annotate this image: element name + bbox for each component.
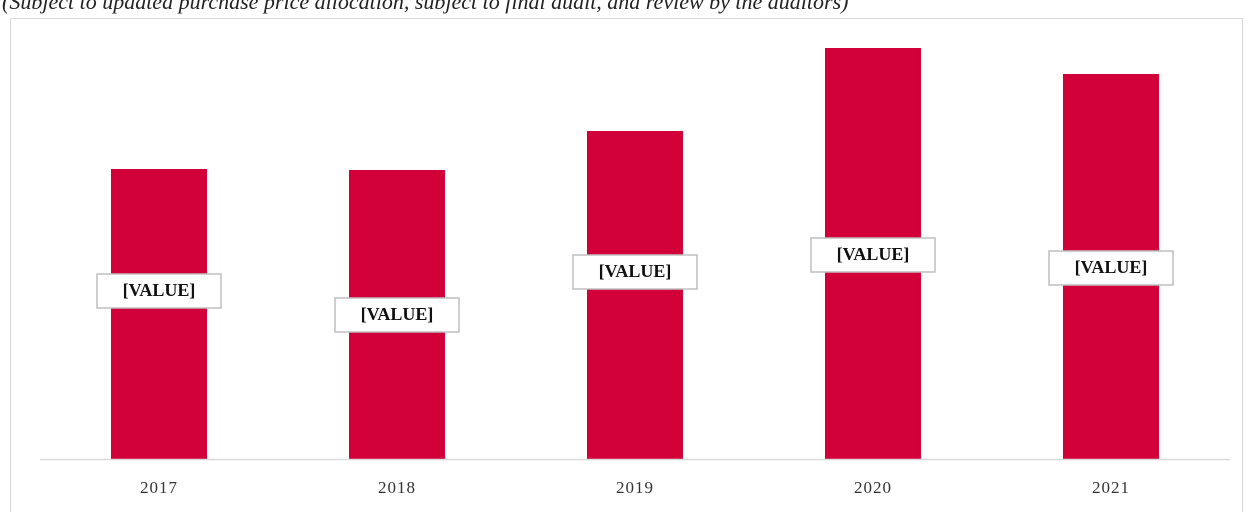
chart-title: (Subject to updated purchase price alloc… xyxy=(2,0,848,14)
value-label: [VALUE] xyxy=(1075,257,1148,277)
value-label: [VALUE] xyxy=(599,261,672,281)
x-tick-label: 2018 xyxy=(378,478,416,497)
x-tick-label: 2017 xyxy=(140,478,178,497)
value-label-box xyxy=(572,254,698,290)
value-label-box xyxy=(810,237,936,273)
x-tick-label: 2021 xyxy=(1092,478,1130,497)
value-label: [VALUE] xyxy=(837,244,910,264)
value-label-box xyxy=(334,297,460,333)
value-label-box xyxy=(96,273,222,309)
x-tick-label: 2019 xyxy=(616,478,654,497)
value-label: [VALUE] xyxy=(361,304,434,324)
value-label: [VALUE] xyxy=(123,280,196,300)
value-label-box xyxy=(1048,250,1174,286)
bar xyxy=(587,131,683,459)
bar xyxy=(111,169,207,459)
x-tick-label: 2020 xyxy=(854,478,892,497)
